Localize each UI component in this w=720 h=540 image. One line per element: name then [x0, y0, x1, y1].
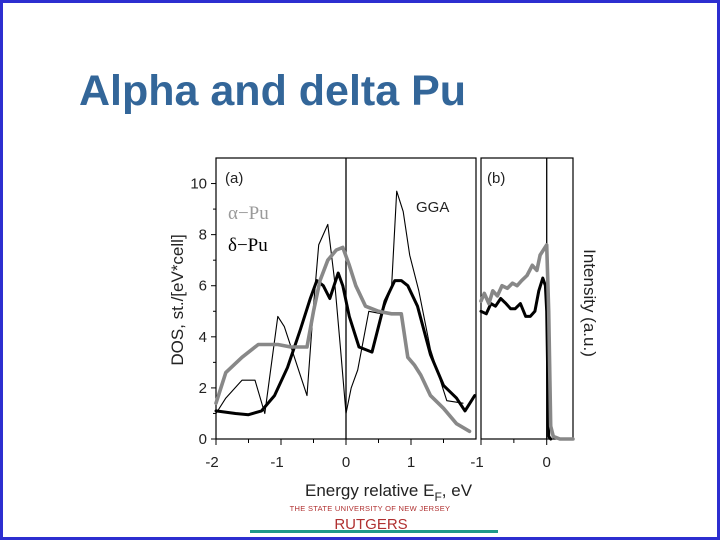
gga-annotation: GGA: [416, 199, 449, 216]
legend-alpha-pu: α−Pu: [228, 203, 269, 224]
intensity-series-thick-black: [479, 276, 553, 441]
dos-series-thick-black: [214, 271, 477, 417]
y-tick-label: 0: [199, 431, 207, 448]
intensity-axis-label: Intensity (a.u.): [580, 249, 599, 357]
slide-title: Alpha and delta Pu: [79, 67, 467, 115]
x-tick-label: -2: [205, 454, 218, 471]
footer-university-text: THE STATE UNIVERSITY OF NEW JERSEY: [289, 504, 451, 513]
y-tick-label: 6: [199, 278, 207, 295]
x-tick-label: -1: [270, 454, 283, 471]
dos-series-thin-black: [215, 190, 464, 415]
intensity-series-thick-gray: [479, 243, 575, 441]
panel-b-frame: [480, 157, 574, 440]
y-tick-label: 2: [199, 380, 207, 397]
panel-a: 0 2 4 6 8 10 -2 -1 0 1 DOS, st./[eV*cell] Energy re…: [168, 157, 477, 504]
y-axis-label: DOS, st./[eV*cell]: [168, 234, 187, 365]
panel-label-b: (b): [487, 170, 505, 187]
panel-label-a: (a): [225, 170, 243, 187]
dos-series-thick-gray: [214, 245, 472, 434]
dos-figure: 0 2 4 6 8 10 -2 -1 0 1 DOS, st./[eV*cell] Energy re…: [168, 157, 599, 504]
panel-b: -1 0 Intensity (a.u.) (b): [470, 157, 599, 471]
y-tick-label: 8: [199, 227, 207, 244]
x-tick-label: 0: [543, 454, 551, 471]
x-tick-label: 1: [407, 454, 415, 471]
footer-line: [250, 530, 498, 533]
legend-delta-pu: δ−Pu: [228, 235, 268, 256]
x-tick-label: -1: [470, 454, 483, 471]
x-axis-label: Energy relative EF, eV: [305, 481, 473, 504]
y-tick-label: 10: [190, 176, 207, 193]
y-tick-label: 4: [199, 329, 207, 346]
x-tick-label: 0: [342, 454, 350, 471]
footer-rutgers-text: RUTGERS: [334, 516, 408, 533]
